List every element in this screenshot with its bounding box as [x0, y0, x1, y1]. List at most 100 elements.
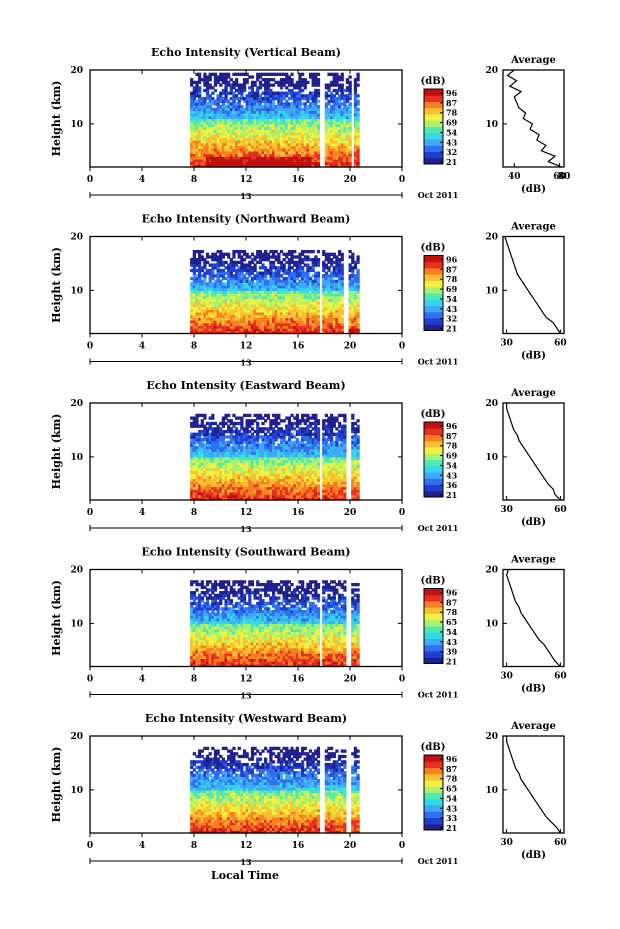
heatmap-cell	[277, 290, 281, 294]
heatmap-cell	[221, 142, 226, 147]
heatmap-cell	[308, 322, 313, 327]
heatmap-cell	[282, 290, 286, 294]
heatmap-cell	[337, 156, 342, 160]
heatmap-cell	[269, 105, 273, 109]
heatmap-cell	[337, 96, 342, 101]
heatmap-cell	[287, 427, 292, 431]
heatmap-cell	[266, 456, 270, 461]
heatmap-cell	[327, 290, 331, 294]
heatmap-cell	[353, 303, 358, 308]
heatmap-cell	[203, 481, 207, 485]
heatmap-cell	[264, 435, 268, 439]
heatmap-cell	[258, 80, 262, 85]
heatmap-cell	[290, 161, 294, 165]
heatmap-cell	[216, 266, 220, 270]
heatmap-cell	[253, 475, 257, 480]
heatmap-cell	[208, 464, 212, 469]
heatmap-cell	[356, 153, 360, 157]
heatmap-cell	[327, 107, 331, 112]
heatmap-cell	[340, 279, 344, 283]
heatmap-cell	[266, 80, 270, 85]
heatmap-cell	[287, 330, 292, 335]
heatmap-cell	[198, 464, 202, 469]
heatmap-cell	[282, 325, 286, 329]
heatmap-cell	[303, 475, 307, 480]
heatmap-cell	[264, 137, 268, 141]
heatmap-cell	[227, 293, 231, 297]
heatmap-cell	[335, 290, 339, 294]
heatmap-cell	[195, 413, 199, 418]
heatmap-cell	[271, 131, 276, 136]
heatmap-cell	[213, 290, 218, 294]
heatmap-cell	[240, 462, 244, 466]
heatmap-cell	[301, 249, 305, 254]
heatmap-cell	[271, 126, 276, 130]
colorbar-unit: (dB)	[421, 76, 446, 87]
heatmap-cell	[224, 78, 228, 82]
heatmap-cell	[242, 314, 247, 318]
heatmap-cell	[224, 435, 228, 439]
heatmap-cell	[211, 285, 215, 289]
heatmap-cell	[234, 462, 239, 466]
heatmap-cell	[306, 126, 310, 130]
heatmap-cell	[200, 140, 204, 144]
heatmap-cell	[335, 282, 339, 286]
heatmap-cell	[237, 137, 241, 141]
heatmap-cell	[271, 263, 276, 267]
heatmap-cell	[250, 456, 255, 461]
heatmap-cell	[198, 94, 202, 98]
heatmap-cell	[211, 161, 215, 165]
heatmap-cell	[337, 137, 342, 141]
heatmap-cell	[285, 459, 289, 463]
heatmap-cell	[240, 142, 244, 147]
heatmap-cell	[256, 137, 260, 141]
heatmap-cell	[279, 309, 284, 313]
heatmap-cell	[301, 72, 305, 76]
heatmap-cell	[271, 290, 276, 294]
heatmap-cell	[192, 161, 196, 165]
heatmap-cell	[311, 123, 315, 128]
heatmap-cell	[221, 438, 226, 442]
heatmap-cell	[327, 156, 331, 160]
heatmap-cell	[295, 260, 299, 265]
heatmap-cell	[240, 255, 244, 259]
heatmap-cell	[261, 470, 265, 474]
heatmap-cell	[327, 255, 331, 259]
heatmap-cell	[269, 295, 273, 300]
heatmap-cell	[356, 293, 360, 297]
heatmap-cell	[351, 258, 355, 262]
heatmap-cell	[298, 266, 302, 270]
heatmap-cell	[245, 295, 249, 300]
heatmap-cell	[192, 129, 196, 133]
heatmap-cell	[353, 274, 358, 278]
heatmap-cell	[290, 271, 294, 275]
heatmap-cell	[203, 83, 207, 87]
heatmap-cell	[253, 91, 257, 95]
heatmap-cell	[245, 462, 249, 466]
heatmap-cell	[258, 303, 262, 308]
heatmap-cell	[261, 320, 265, 324]
heatmap-cell	[205, 311, 210, 316]
heatmap-cell	[213, 497, 218, 501]
heatmap-cell	[216, 131, 220, 136]
heatmap-cell	[240, 153, 244, 157]
heatmap-cell	[348, 266, 352, 270]
heatmap-cell	[295, 451, 299, 455]
heatmap-cell	[200, 96, 204, 101]
heatmap-cell	[264, 483, 268, 488]
heatmap-cell	[306, 110, 310, 114]
heatmap-cell	[208, 121, 212, 125]
heatmap-cell	[229, 145, 233, 149]
heatmap-cell	[245, 126, 249, 130]
heatmap-cell	[266, 96, 270, 101]
heatmap-cell	[324, 91, 329, 95]
heatmap-cell	[253, 148, 257, 152]
heatmap-cell	[277, 99, 281, 103]
heatmap-cell	[279, 140, 284, 144]
heatmap-cell	[271, 413, 276, 418]
heatmap-cell	[216, 96, 220, 101]
heatmap-cell	[322, 266, 326, 270]
heatmap-cell	[279, 486, 284, 490]
heatmap-cell	[345, 126, 350, 130]
heatmap-cell	[250, 320, 255, 324]
